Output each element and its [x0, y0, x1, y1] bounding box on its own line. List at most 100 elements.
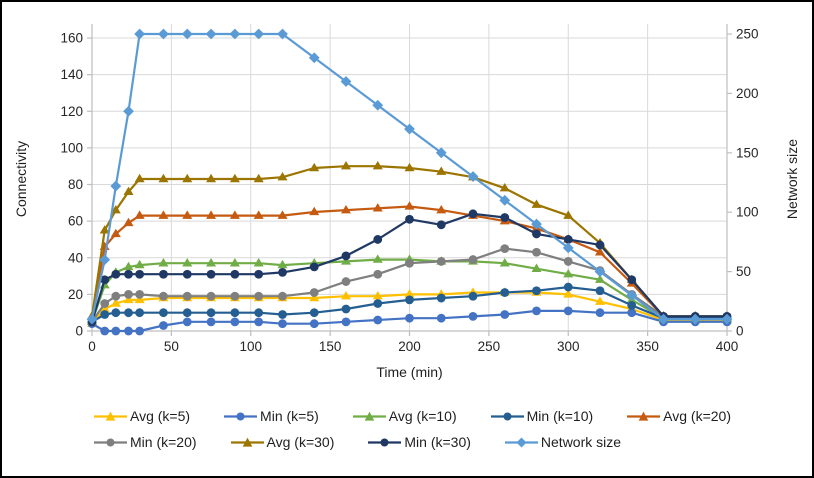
series-min-k-20-marker: [341, 277, 351, 286]
triangle-marker-icon: [94, 411, 127, 421]
series-min-k-10-marker: [532, 286, 541, 296]
series-network-size-marker: [123, 105, 134, 117]
series-avg-k-10-marker: [531, 263, 542, 272]
series-min-k-5-marker: [206, 317, 216, 327]
series-min-k-5-marker: [405, 313, 414, 323]
series-min-k-5-marker: [309, 319, 319, 329]
series-avg-k-10-marker: [206, 258, 217, 267]
circle-marker-icon: [94, 438, 127, 446]
series-network-size-marker: [253, 28, 265, 40]
series-avg-k-5-marker: [110, 298, 121, 307]
series-min-k-5-marker: [159, 321, 168, 330]
series-min-k-20-marker: [111, 291, 121, 301]
y-tick-label-right: 200: [736, 86, 759, 101]
series-min-k-20-marker: [532, 247, 541, 257]
y-tick-label-left: 40: [68, 250, 83, 265]
series-network-size-marker: [158, 28, 169, 40]
series-avg-k-20-marker: [253, 210, 264, 219]
legend-label: Min (k=10): [526, 408, 594, 424]
series-min-k-30-marker: [278, 268, 287, 277]
series-avg-k-30-marker: [206, 173, 217, 183]
series-min-k-10-marker: [595, 286, 605, 296]
series-avg-k-20-marker: [229, 210, 240, 219]
series-min-k-30-marker: [341, 251, 351, 261]
series-min-k-5-marker: [341, 317, 351, 327]
series-network-size-marker: [110, 180, 122, 192]
series-min-k-5-marker: [111, 326, 121, 336]
series-min-k-10-marker: [373, 299, 383, 308]
series-avg-k-20-marker: [110, 228, 121, 238]
legend-item-avg-k-5: Avg (k=5): [94, 408, 190, 424]
legend-row: Min (k=20) Avg (k=30) Min (k=30) Network si…: [94, 434, 754, 450]
series-min-k-5-marker: [436, 313, 446, 323]
series-avg-k-20-marker: [277, 210, 288, 219]
series-avg-k-20-marker: [436, 204, 447, 214]
x-tick-label: 50: [164, 339, 179, 354]
series-min-k-5-marker: [563, 306, 573, 316]
y-tick-label-left: 100: [60, 140, 83, 155]
series-avg-k-20-marker: [404, 201, 415, 210]
series-avg-k-30-marker: [134, 173, 145, 183]
legend-label: Min (k=30): [404, 434, 471, 450]
series-min-k-30-marker: [254, 269, 264, 279]
series-min-k-5-marker: [373, 315, 383, 325]
series-avg-k-5-marker: [372, 291, 383, 300]
series-avg-k-20-marker: [182, 210, 193, 219]
series-avg-k-30-marker: [158, 173, 169, 183]
series-avg-k-20-marker: [134, 210, 145, 219]
series-avg-k-30-marker: [309, 162, 320, 172]
series-network-size-marker: [435, 147, 447, 159]
series-min-k-10-marker: [254, 308, 264, 318]
series-min-k-20-marker: [373, 269, 383, 279]
series-min-k-30-marker: [595, 240, 605, 250]
series-min-k-20-marker: [436, 257, 446, 266]
series-min-k-20-marker: [278, 291, 287, 301]
circle-marker-icon: [490, 412, 524, 420]
series-min-k-10-marker: [111, 308, 121, 318]
series-avg-k-30-marker: [341, 160, 351, 170]
series-avg-k-5-marker: [123, 294, 134, 304]
series-avg-k-30-marker: [277, 171, 288, 181]
series-min-k-20-marker: [563, 257, 573, 266]
series-min-k-10-marker: [563, 282, 573, 292]
series-avg-k-5-marker: [134, 294, 145, 304]
series-network-size-marker: [205, 28, 217, 40]
series-min-k-30-marker: [309, 262, 319, 272]
y-tick-label-left: 60: [68, 214, 83, 229]
legend-label: Min (k=5): [260, 408, 319, 424]
y-tick-label-right: 50: [736, 264, 751, 279]
series-avg-k-20-marker: [123, 217, 134, 227]
x-tick-label: 0: [88, 339, 96, 354]
series-min-k-30-marker: [468, 209, 478, 219]
series-network-size-marker: [340, 76, 352, 87]
series-avg-k-10-marker: [499, 258, 510, 267]
y-tick-label-right: 250: [736, 27, 759, 42]
series-min-k-30-marker: [100, 275, 110, 285]
series-min-k-10-marker: [135, 308, 145, 318]
series-network-size-marker: [467, 171, 479, 182]
series-min-k-10-marker: [436, 293, 446, 303]
y-tick-label-left: 120: [60, 104, 83, 119]
series-min-k-20-marker: [405, 258, 414, 268]
series-min-k-20-marker: [159, 291, 168, 301]
series-min-k-30-marker: [627, 275, 637, 285]
series-min-k-10-marker: [405, 295, 414, 305]
series-avg-k-10-marker: [182, 258, 193, 267]
legend-item-min-k-10: Min (k=10): [490, 408, 594, 424]
series-avg-k-20-marker: [206, 210, 217, 219]
legend-label: Avg (k=20): [663, 408, 731, 424]
legend-label: Avg (k=30): [266, 434, 335, 450]
series-avg-k-30-marker: [499, 182, 510, 192]
series-min-k-30-marker: [135, 269, 145, 279]
series-min-k-20-marker: [182, 291, 192, 301]
circle-marker-icon: [224, 412, 258, 420]
series-network-size-marker: [658, 313, 669, 325]
series-network-size-marker: [689, 313, 701, 325]
diamond-marker-icon: [504, 437, 538, 447]
series-network-size-marker: [721, 313, 733, 325]
series-avg-k-10-marker: [372, 254, 383, 263]
legend-label: Min (k=20): [130, 434, 197, 450]
legend-row: Avg (k=5) Min (k=5) Avg (k=10) Min (k=10) Av…: [94, 408, 754, 424]
x-tick-label: 300: [557, 339, 580, 354]
series-min-k-10-marker: [468, 291, 478, 301]
